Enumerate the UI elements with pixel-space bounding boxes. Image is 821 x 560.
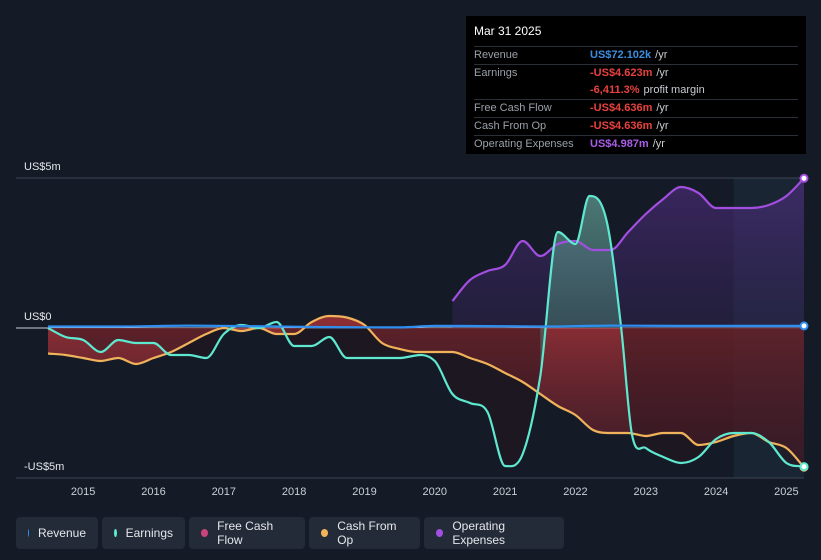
earnings-positive-area [540,196,622,376]
operating-expenses-end-marker [799,173,809,183]
cash-from-op-line [47,314,805,468]
x-axis-label: 2024 [704,486,728,498]
x-axis-label: 2022 [563,486,587,498]
cash-from-op-area [48,316,804,468]
x-axis-label: 2015 [71,486,95,498]
legend-dot-icon [321,529,329,537]
x-axis-label: 2025 [774,486,798,498]
tooltip-row-revenue: Revenue US$72.102k /yr [474,46,798,64]
x-axis-label: 2019 [352,486,376,498]
tooltip-value: US$4.987m [590,138,649,150]
revenue-line [48,324,804,329]
tooltip-row-free-cash-flow: Free Cash Flow -US$4.636m /yr [474,99,798,117]
legend-dot-icon [114,529,117,537]
tooltip-label: Free Cash Flow [474,102,552,114]
revenue-end-marker [799,321,809,331]
tooltip-unit: /yr [655,49,668,61]
legend-label: Operating Expenses [452,519,506,547]
y-axis-label: -US$5m [24,461,64,473]
legend-label: Free Cash Flow [217,519,274,547]
operating-expenses-area [452,178,804,328]
legend-operating-expenses[interactable]: Operating Expenses [424,517,564,549]
legend-dot-icon [28,529,29,537]
tooltip-unit: profit margin [643,84,705,96]
tooltip-row-operating-expenses: Operating Expenses US$4.987m /yr [474,135,798,153]
legend-earnings[interactable]: Earnings [102,517,185,549]
y-axis-label: US$5m [24,161,61,173]
x-axis-label: 2018 [282,486,306,498]
legend-revenue[interactable]: Revenue [16,517,98,549]
tooltip-row-earnings: Earnings -US$4.623m /yr [474,64,798,82]
tooltip-date: Mar 31 2025 [474,24,542,38]
legend-label: Cash From Op [337,519,397,547]
operating-expenses-line [451,177,805,302]
tooltip-unit: /yr [652,138,665,150]
legend-label: Revenue [37,526,86,540]
tooltip-value: -US$4.636m [590,102,653,114]
tooltip-label: Revenue [474,49,519,61]
x-axis-label: 2021 [493,486,517,498]
x-axis-label: 2020 [423,486,447,498]
tooltip-row-profit-margin: -6,411.3% profit margin [474,82,798,99]
x-axis-label: 2017 [212,486,236,498]
data-tooltip: Mar 31 2025 Revenue US$72.102k /yr Earni… [466,16,806,154]
tooltip-label [474,82,590,99]
tooltip-unit: /yr [656,120,669,132]
tooltip-label: Earnings [474,67,518,79]
legend-dot-icon [436,529,444,537]
legend-cash-from-op[interactable]: Cash From Op [309,517,420,549]
tooltip-row-cash-from-op: Cash From Op -US$4.636m /yr [474,117,798,135]
legend-free-cash-flow[interactable]: Free Cash Flow [189,517,305,549]
tooltip-value: -US$4.623m [590,67,653,79]
tooltip-label: Cash From Op [474,120,547,132]
tooltip-value: -6,411.3% [590,84,640,96]
tooltip-unit: /yr [656,102,669,114]
x-axis-label: 2023 [634,486,658,498]
y-axis-label: US$0 [24,311,52,323]
tooltip-value: US$72.102k [590,49,652,61]
x-axis-label: 2016 [141,486,165,498]
earnings-end-marker [799,462,809,472]
tooltip-value: -US$4.636m [590,120,653,132]
tooltip-unit: /yr [656,67,669,79]
tooltip-label: Operating Expenses [474,138,574,150]
legend-label: Earnings [125,526,173,540]
earnings-line [47,194,805,468]
legend-dot-icon [201,529,209,537]
earnings-area [48,196,804,467]
